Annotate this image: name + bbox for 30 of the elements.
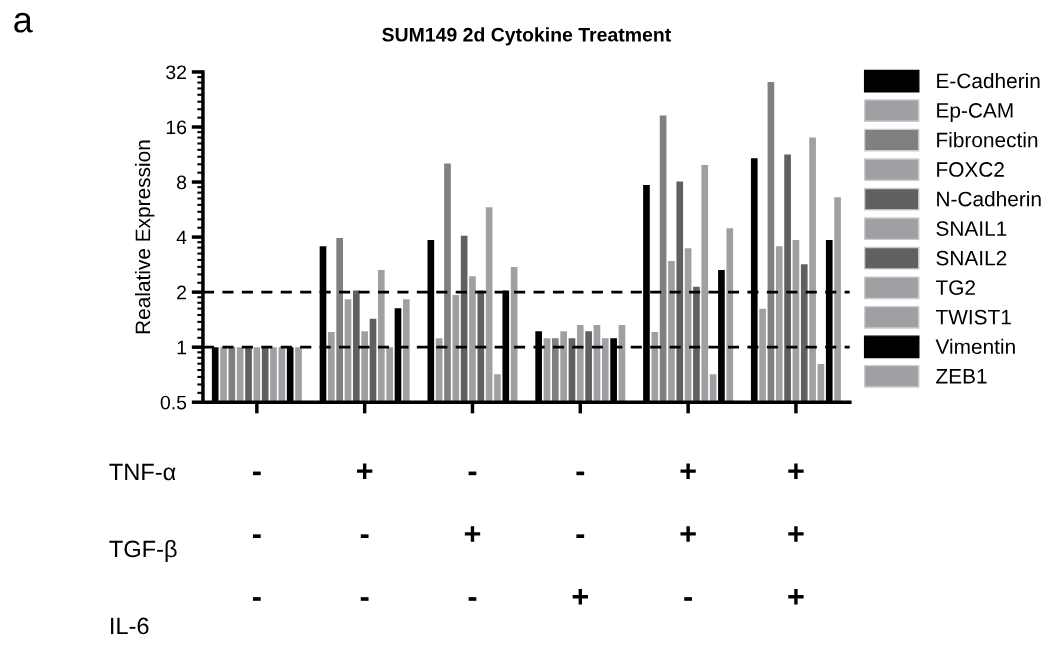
- y-tick-label: 4: [176, 230, 187, 245]
- y-tick-label: 16: [166, 120, 187, 135]
- y-tick-label: 2: [177, 285, 186, 300]
- legend-label: SNAIL1: [936, 221, 1007, 236]
- chart-title: SUM149 2d Cytokine Treatment: [382, 27, 671, 46]
- legend-label: N-Cadherin: [937, 191, 1041, 207]
- text: IL-6: [111, 617, 149, 635]
- y-tick-label: 8: [177, 175, 187, 190]
- y-tick-label: 1: [177, 340, 187, 355]
- category-label: + + -: [680, 463, 696, 601]
- category-label: - - +: [572, 471, 588, 605]
- category-label: - - -: [252, 471, 261, 601]
- text: a: [14, 12, 33, 33]
- y-tick-label: 32: [166, 65, 186, 80]
- legend-label: Ep-CAM: [937, 103, 1013, 122]
- category-label: + + +: [788, 463, 804, 605]
- legend-label: Fibronectin: [937, 132, 1038, 148]
- y-tick-label: 0.5: [160, 395, 187, 410]
- legend-label: SNAIL2: [936, 250, 1007, 266]
- legend-label: FOXC2: [937, 162, 1004, 177]
- y-axis-title: Realative Expression: [134, 140, 155, 334]
- legend-label: E-Cadherin: [937, 72, 1040, 89]
- text: TGF-β: [109, 539, 177, 562]
- legend-label: TWIST1: [935, 309, 1011, 325]
- legend-label: Vimentin: [935, 338, 1015, 355]
- text: TNF-α: [109, 463, 176, 481]
- category-label: - + -: [464, 471, 481, 601]
- category-label: + - -: [357, 463, 373, 601]
- legend-label: TG2: [935, 280, 975, 295]
- legend-label: ZEB1: [936, 369, 987, 384]
